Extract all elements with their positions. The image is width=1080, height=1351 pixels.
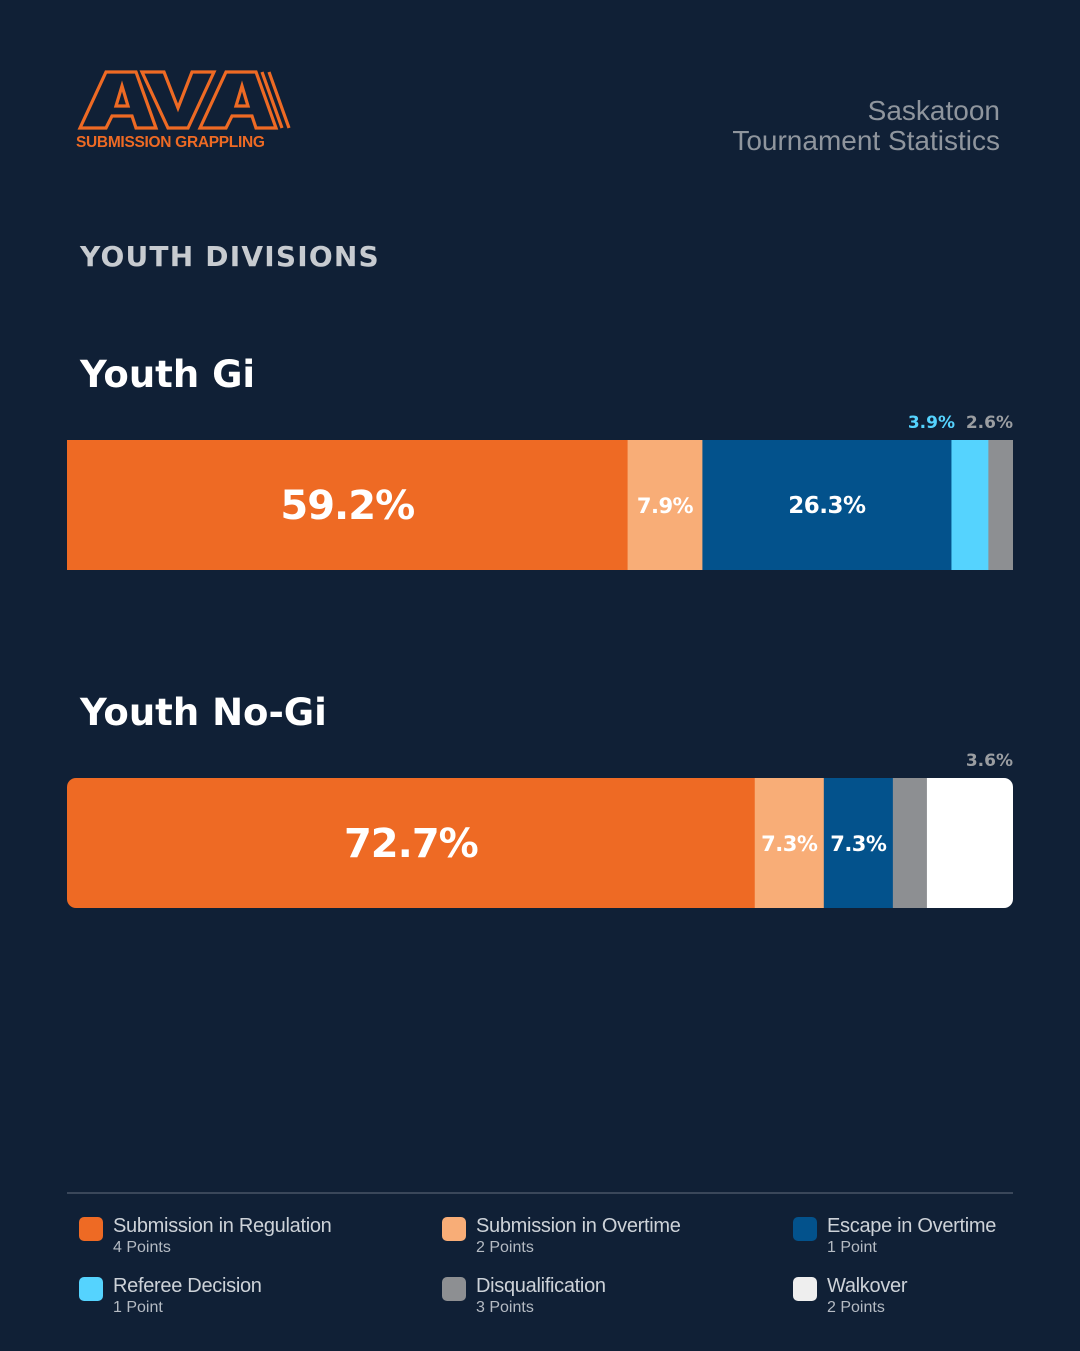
legend-item-disqualification: Disqualification 3 Points bbox=[442, 1274, 606, 1317]
bar-segment-walkover bbox=[926, 778, 1013, 908]
legend-label: Walkover bbox=[827, 1275, 908, 1297]
legend-label: Escape in Overtime bbox=[827, 1215, 997, 1237]
legend-points: 2 Points bbox=[827, 1299, 885, 1316]
bar-segment-submission-in-overtime bbox=[627, 440, 703, 570]
legend-swatch bbox=[793, 1217, 817, 1241]
legend-item-referee-decision: Referee Decision 1 Point bbox=[79, 1274, 262, 1317]
legend-swatch bbox=[79, 1277, 103, 1301]
legend-points: 1 Point bbox=[113, 1299, 163, 1316]
header-location: Saskatoon bbox=[867, 95, 1000, 126]
youth-gi-chart: 59.2% 7.9% 26.3% 3.9% 2.6% bbox=[67, 413, 1013, 570]
legend-label: Submission in Regulation bbox=[113, 1215, 332, 1237]
data-label-disqualification: 2.6% bbox=[966, 413, 1013, 433]
section-title: YOUTH DIVISIONS bbox=[80, 240, 380, 273]
data-label-escape-in-overtime: 26.3% bbox=[788, 493, 866, 519]
data-label-escape-in-overtime: 7.3% bbox=[830, 832, 887, 856]
bar-segment-disqualification bbox=[892, 778, 928, 908]
legend-swatch bbox=[793, 1277, 817, 1301]
legend-divider bbox=[67, 1192, 1013, 1194]
header-title-block: Saskatoon Tournament Statistics bbox=[732, 96, 1000, 156]
data-label-submission-in-regulation: 72.7% bbox=[344, 821, 478, 867]
legend-item-walkover: Walkover 2 Points bbox=[793, 1274, 908, 1317]
data-label-walkover: 9.1% bbox=[942, 832, 999, 856]
legend-points: 3 Points bbox=[476, 1299, 534, 1316]
data-label-submission-in-regulation: 59.2% bbox=[280, 483, 414, 529]
youth-nogi-chart: 72.7% 7.3% 7.3% 3.6% 9.1% bbox=[67, 751, 1013, 908]
header-subtitle: Tournament Statistics bbox=[732, 125, 1000, 156]
legend-points: 2 Points bbox=[476, 1239, 534, 1256]
chart-title-youth-nogi: Youth No-Gi bbox=[80, 691, 327, 734]
bar-segment-disqualification bbox=[988, 440, 1013, 570]
bar-segment-escape-in-overtime bbox=[702, 440, 952, 570]
logo-subtitle: SUBMISSION GRAPPLING bbox=[76, 134, 265, 151]
ava-logo bbox=[77, 70, 291, 130]
legend-item-submission-overtime: Submission in Overtime 2 Points bbox=[442, 1214, 681, 1257]
legend-swatch bbox=[79, 1217, 103, 1241]
data-label-submission-in-overtime: 7.3% bbox=[761, 832, 818, 856]
data-label-referee-decision: 3.9% bbox=[908, 413, 955, 433]
bar-segment-referee-decision bbox=[951, 440, 989, 570]
legend-label: Referee Decision bbox=[113, 1275, 262, 1297]
bar-segment-submission-in-regulation bbox=[67, 778, 756, 908]
chart-title-youth-gi: Youth Gi bbox=[80, 353, 256, 396]
bar-segment-escape-in-overtime bbox=[823, 778, 894, 908]
data-label-disqualification: 3.6% bbox=[966, 751, 1013, 771]
data-label-submission-in-overtime: 7.9% bbox=[637, 494, 694, 518]
legend-swatch bbox=[442, 1277, 466, 1301]
legend-label: Disqualification bbox=[476, 1275, 606, 1297]
bar-segment-submission-in-overtime bbox=[754, 778, 825, 908]
legend-swatch bbox=[442, 1217, 466, 1241]
legend-label: Submission in Overtime bbox=[476, 1215, 681, 1237]
bar-segment-submission-in-regulation bbox=[67, 440, 629, 570]
legend-points: 1 Point bbox=[827, 1239, 877, 1256]
legend-item-submission-regulation: Submission in Regulation 4 Points bbox=[79, 1214, 332, 1257]
legend-points: 4 Points bbox=[113, 1239, 171, 1256]
legend-item-escape-overtime: Escape in Overtime 1 Point bbox=[793, 1214, 996, 1257]
